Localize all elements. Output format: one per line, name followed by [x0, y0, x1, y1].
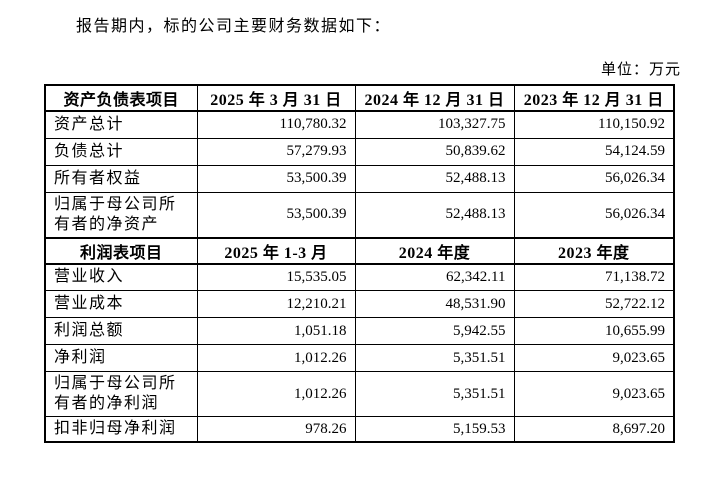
period-col-1-header: 2025 年 1-3 月 [196, 236, 356, 265]
row-value: 12,210.21 [196, 290, 356, 318]
row-label: 负债总计 [44, 137, 198, 166]
table-row: 归属于母公司所有者的净利润 1,012.26 5,351.51 9,023.65 [44, 371, 675, 417]
table-row: 净利润 1,012.26 5,351.51 9,023.65 [44, 344, 675, 372]
date-col-3-header: 2023 年 12 月 31 日 [513, 84, 675, 112]
row-value: 54,124.59 [513, 137, 675, 166]
row-value: 52,488.13 [354, 164, 515, 193]
row-value: 5,942.55 [354, 317, 515, 345]
date-col-2-header: 2024 年 12 月 31 日 [354, 84, 515, 112]
income-statement-items-header: 利润表项目 [44, 236, 198, 265]
row-label: 所有者权益 [44, 164, 198, 193]
income-statement-header-row: 利润表项目 2025 年 1-3 月 2024 年度 2023 年度 [44, 236, 675, 265]
row-value: 56,026.34 [513, 164, 675, 193]
row-label: 净利润 [44, 344, 198, 372]
row-value: 71,138.72 [513, 263, 675, 291]
table-row: 资产总计 110,780.32 103,327.75 110,150.92 [44, 110, 675, 139]
table-row: 所有者权益 53,500.39 52,488.13 56,026.34 [44, 164, 675, 193]
row-label: 利润总额 [44, 317, 198, 345]
row-value: 8,697.20 [513, 416, 675, 443]
period-col-2-header: 2024 年度 [354, 236, 515, 265]
date-col-1-header: 2025 年 3 月 31 日 [196, 84, 356, 112]
table-row: 营业成本 12,210.21 48,531.90 52,722.12 [44, 290, 675, 318]
balance-sheet-items-header: 资产负债表项目 [44, 84, 198, 112]
row-value: 10,655.99 [513, 317, 675, 345]
row-label: 归属于母公司所有者的净资产 [44, 191, 198, 238]
table-row: 利润总额 1,051.18 5,942.55 10,655.99 [44, 317, 675, 345]
row-value: 110,780.32 [196, 110, 356, 139]
unit-label: 单位：万元 [600, 62, 681, 78]
table-row: 负债总计 57,279.93 50,839.62 54,124.59 [44, 137, 675, 166]
row-label: 资产总计 [44, 110, 198, 139]
financial-data-table: 资产负债表项目 2025 年 3 月 31 日 2024 年 12 月 31 日… [44, 84, 675, 443]
balance-sheet-header-row: 资产负债表项目 2025 年 3 月 31 日 2024 年 12 月 31 日… [44, 84, 675, 112]
row-value: 9,023.65 [513, 371, 675, 417]
period-col-3-header: 2023 年度 [513, 236, 675, 265]
row-value: 1,051.18 [196, 317, 356, 345]
row-value: 62,342.11 [354, 263, 515, 291]
row-value: 52,722.12 [513, 290, 675, 318]
row-value: 1,012.26 [196, 371, 356, 417]
row-label: 扣非归母净利润 [44, 416, 198, 443]
row-value: 57,279.93 [196, 137, 356, 166]
row-label: 归属于母公司所有者的净利润 [44, 371, 198, 417]
row-value: 50,839.62 [354, 137, 515, 166]
row-value: 9,023.65 [513, 344, 675, 372]
row-value: 15,535.05 [196, 263, 356, 291]
row-value: 52,488.13 [354, 191, 515, 238]
table-row: 扣非归母净利润 978.26 5,159.53 8,697.20 [44, 416, 675, 443]
row-value: 103,327.75 [354, 110, 515, 139]
row-value: 56,026.34 [513, 191, 675, 238]
table-row: 营业收入 15,535.05 62,342.11 71,138.72 [44, 263, 675, 291]
row-value: 53,500.39 [196, 191, 356, 238]
row-value: 53,500.39 [196, 164, 356, 193]
table-row: 归属于母公司所有者的净资产 53,500.39 52,488.13 56,026… [44, 191, 675, 238]
row-value: 1,012.26 [196, 344, 356, 372]
row-label: 营业成本 [44, 290, 198, 318]
row-value: 5,351.51 [354, 344, 515, 372]
row-label: 营业收入 [44, 263, 198, 291]
row-value: 48,531.90 [354, 290, 515, 318]
row-value: 5,351.51 [354, 371, 515, 417]
row-value: 110,150.92 [513, 110, 675, 139]
row-value: 5,159.53 [354, 416, 515, 443]
intro-paragraph: 报告期内，标的公司主要财务数据如下： [76, 18, 392, 35]
row-value: 978.26 [196, 416, 356, 443]
